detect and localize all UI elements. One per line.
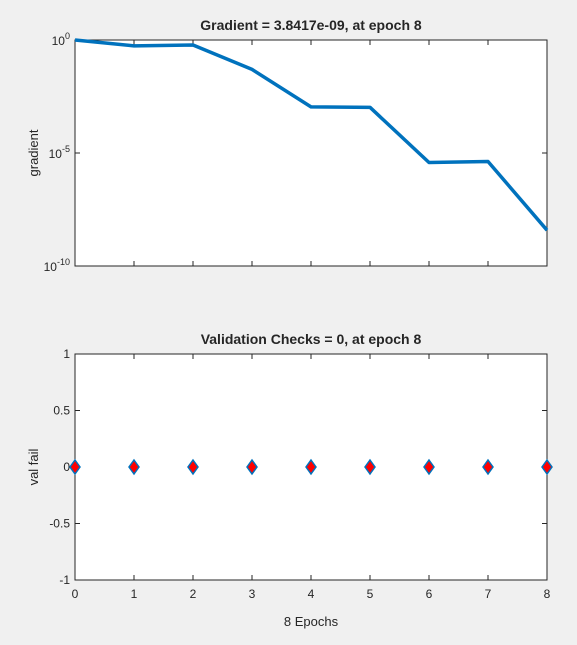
- validation-xtick-label: 6: [426, 587, 433, 601]
- validation-diamond-marker: [364, 458, 376, 476]
- gradient-ytick-label: 10-5: [49, 144, 70, 161]
- gradient-panel: Gradient = 3.8417e-09, at epoch 8 100 10-…: [26, 17, 549, 274]
- gradient-ytick-label: 10-10: [44, 257, 70, 274]
- gradient-title: Gradient = 3.8417e-09, at epoch 8: [200, 17, 422, 33]
- validation-title: Validation Checks = 0, at epoch 8: [201, 331, 422, 347]
- validation-markers: [69, 458, 553, 476]
- validation-xtick-label: 4: [308, 587, 315, 601]
- validation-xtick-label: 2: [190, 587, 197, 601]
- validation-xtick-label: 3: [249, 587, 256, 601]
- validation-diamond-marker: [541, 458, 553, 476]
- gradient-ytick-label: 100: [52, 31, 70, 48]
- validation-y-ticks: 1 0.5 0 -0.5 -1: [49, 347, 547, 587]
- validation-ytick-label: -0.5: [49, 517, 70, 531]
- validation-ytick-label: 0.5: [53, 404, 70, 418]
- validation-diamond-marker: [128, 458, 140, 476]
- validation-xtick-label: 5: [367, 587, 374, 601]
- validation-diamond-marker: [246, 458, 258, 476]
- validation-x-ticks: 0 1 2 3 4 5 6 7 8: [72, 354, 551, 601]
- gradient-x-ticks: [74, 40, 548, 266]
- gradient-ylabel: gradient: [26, 129, 41, 176]
- validation-diamond-marker: [423, 458, 435, 476]
- validation-ytick-label: 0: [63, 460, 70, 474]
- validation-xtick-label: 0: [72, 587, 79, 601]
- gradient-axes: [74, 39, 548, 267]
- validation-diamond-marker: [69, 458, 81, 476]
- validation-ytick-label: 1: [63, 347, 70, 361]
- validation-ytick-label: -1: [59, 573, 70, 587]
- validation-diamond-marker: [482, 458, 494, 476]
- gradient-y-ticks: 100 10-5 10-10: [44, 31, 547, 274]
- validation-xtick-label: 7: [485, 587, 492, 601]
- validation-panel: Validation Checks = 0, at epoch 8 10.50-…: [26, 331, 553, 629]
- validation-xtick-label: 1: [131, 587, 138, 601]
- validation-xtick-label: 8: [544, 587, 551, 601]
- gradient-series-line: [74, 38, 549, 232]
- validation-diamond-marker: [187, 458, 199, 476]
- validation-xlabel: 8 Epochs: [284, 614, 339, 629]
- validation-diamond-marker: [305, 458, 317, 476]
- validation-ylabel: val fail: [26, 448, 41, 485]
